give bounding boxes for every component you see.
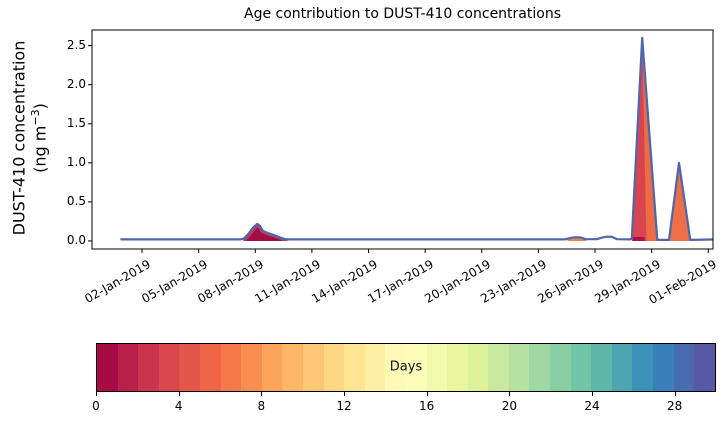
colorbar-segment xyxy=(488,344,509,391)
colorbar-segment xyxy=(302,344,324,391)
y-axis-label: DUST-410 concentration (ng m−3) xyxy=(9,41,50,236)
colorbar-tick-mark xyxy=(592,392,593,396)
colorbar-tick-label: 8 xyxy=(257,399,266,413)
colorbar-tick-label: 0 xyxy=(92,399,100,413)
colorbar-segment xyxy=(344,344,365,391)
colorbar-segment xyxy=(611,344,633,391)
colorbar-segment xyxy=(364,344,386,391)
colorbar-segment xyxy=(138,344,159,391)
colorbar-segment xyxy=(673,344,695,391)
colorbar-segment xyxy=(97,344,118,391)
y-axis-unit: (ng m−3) xyxy=(29,103,50,173)
y-tick-label: 0.0 xyxy=(66,233,86,248)
colorbar-segment xyxy=(282,344,303,391)
colorbar-tick-label: 24 xyxy=(584,399,600,413)
colorbar-tick-mark xyxy=(178,392,180,396)
colorbar-tick-mark xyxy=(344,392,345,396)
colorbar-tick-mark xyxy=(509,392,511,396)
area-layer-peak-29jan-red xyxy=(631,37,647,241)
colorbar-segment xyxy=(467,344,489,391)
colorbar-tick-mark xyxy=(426,392,428,396)
y-tick-label: 2.5 xyxy=(66,38,86,53)
y-tick-label: 1.0 xyxy=(66,155,86,170)
colorbar-segment xyxy=(241,344,262,391)
colorbar-tick-mark xyxy=(261,392,263,396)
colorbar-tick-label: 16 xyxy=(419,399,435,413)
colorbar-segment xyxy=(199,344,221,391)
colorbar-segment xyxy=(447,344,468,391)
area-layer-peak-29jan-dark-base xyxy=(632,237,645,241)
colorbar-tick-mark xyxy=(674,392,676,396)
colorbar-segment xyxy=(323,344,345,391)
colorbar-segment xyxy=(653,344,674,391)
colorbar-tick-mark xyxy=(96,392,97,396)
colorbar xyxy=(96,343,716,392)
y-tick-label: 0.5 xyxy=(66,194,86,209)
colorbar-segment xyxy=(117,344,139,391)
total-concentration-outline xyxy=(120,36,714,241)
colorbar-segment xyxy=(529,344,551,391)
colorbar-segment xyxy=(261,344,283,391)
area-layer-peak-30jan-orange xyxy=(669,162,691,241)
colorbar-segment xyxy=(550,344,571,391)
y-tick-label: 1.5 xyxy=(66,116,86,131)
colorbar-segment xyxy=(508,344,530,391)
colorbar-label: Days xyxy=(389,359,423,375)
colorbar-tick-label: 28 xyxy=(667,399,683,413)
y-tick-label: 2.0 xyxy=(66,77,86,92)
chart-title: Age contribution to DUST-410 concentrati… xyxy=(244,6,561,22)
colorbar-tick-label: 4 xyxy=(174,399,183,413)
colorbar-segment xyxy=(694,344,715,391)
colorbar-segment xyxy=(405,344,427,391)
area-layer-peak-08jan-young-core xyxy=(245,227,284,241)
y-axis-label-line1: DUST-410 concentration xyxy=(9,40,29,236)
axes-frame xyxy=(91,29,714,250)
colorbar-segment xyxy=(179,344,200,391)
colorbar-segment xyxy=(220,344,242,391)
colorbar-segment xyxy=(591,344,612,391)
colorbar-segment xyxy=(385,344,406,391)
colorbar-segment xyxy=(632,344,654,391)
colorbar-tick-label: 12 xyxy=(336,399,352,413)
colorbar-segment xyxy=(158,344,180,391)
colorbar-segment xyxy=(570,344,592,391)
colorbar-segment xyxy=(426,344,448,391)
colorbar-tick-label: 20 xyxy=(501,399,517,413)
